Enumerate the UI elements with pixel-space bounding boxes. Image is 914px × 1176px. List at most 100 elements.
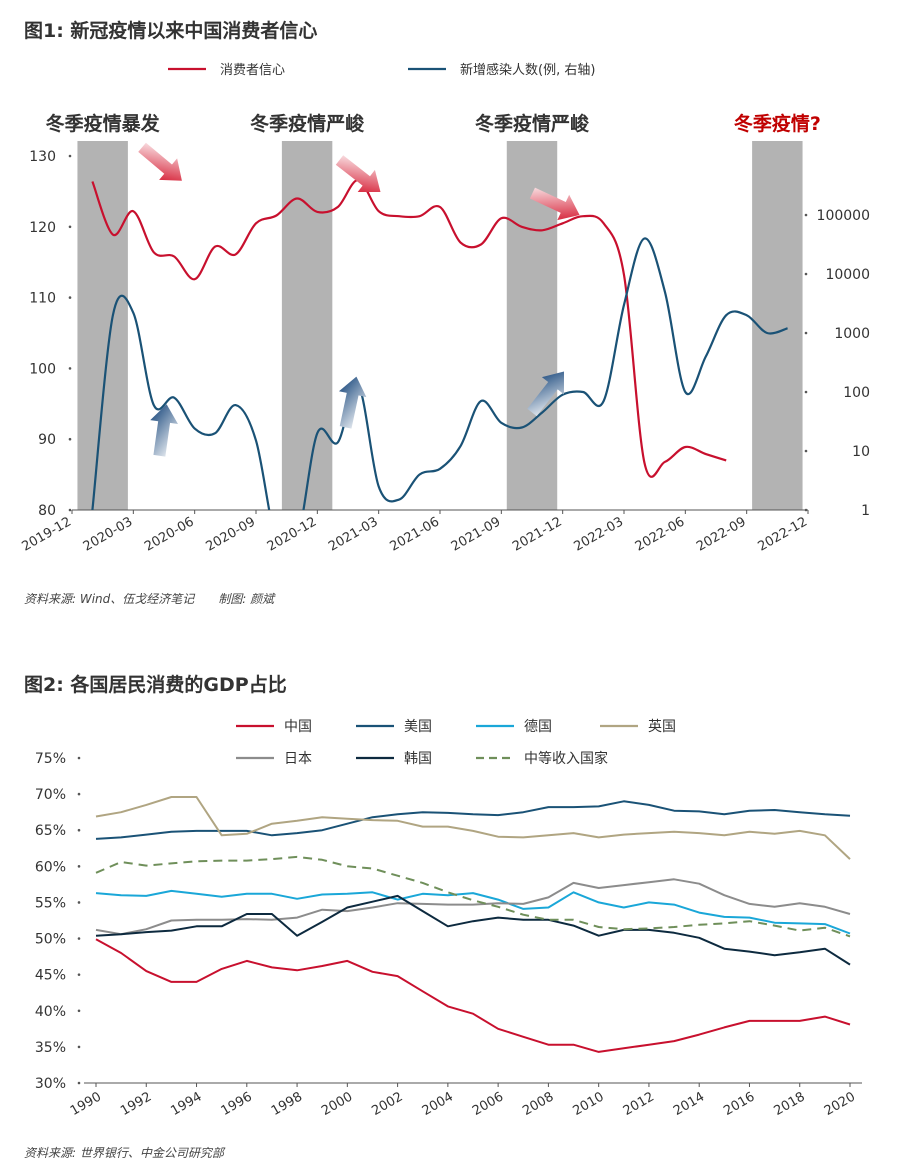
- series-line-2: [95, 800, 851, 840]
- x-tick-label: 2020-12: [265, 514, 320, 554]
- blue-arrow-2: [338, 376, 367, 429]
- legend-label-2: 美国: [404, 719, 432, 735]
- y-left-tick-dot: [68, 437, 72, 441]
- y-left-tick-label: 110: [29, 291, 56, 307]
- series-line-4: [95, 796, 851, 860]
- y-tick-dot: [77, 973, 81, 976]
- figure2-title: 图2: 各国居民消费的GDP占比: [24, 674, 287, 696]
- y-tick-dot: [77, 937, 81, 940]
- x-tick-label: 2008: [520, 1089, 556, 1119]
- y-tick-label: 30%: [35, 1076, 66, 1092]
- y-right-tick-label: 1: [861, 503, 870, 519]
- x-tick-label: 2002: [369, 1089, 405, 1119]
- x-tick-label: 2021-03: [326, 514, 381, 554]
- x-tick-label: 2022-03: [571, 514, 626, 554]
- y-right-tick-dot: [804, 213, 808, 217]
- y-tick-label: 40%: [35, 1004, 66, 1020]
- y-right-tick-label: 100000: [817, 208, 870, 224]
- x-tick-label: 1996: [219, 1089, 255, 1119]
- y-left-tick-dot: [68, 296, 72, 299]
- shaded-period-label-3: 冬季疫情严峻: [475, 112, 589, 135]
- legend-label-5: 日本: [284, 751, 312, 767]
- y-left-tick-dot: [68, 225, 72, 229]
- y-tick-dot: [77, 828, 81, 832]
- x-tick-label: 2012: [621, 1089, 657, 1119]
- y-left-tick-dot: [68, 367, 72, 370]
- x-tick-label: 2020: [822, 1089, 858, 1119]
- y-tick-dot: [77, 792, 81, 796]
- figure1-source: 资料来源: Wind、伍戈经济笔记 制图: 颜斌: [24, 592, 275, 606]
- y-tick-dot: [77, 1045, 81, 1049]
- y-left-tick-dot: [68, 508, 72, 512]
- series-line-7: [95, 855, 851, 938]
- legend-label-1: 中国: [284, 719, 312, 735]
- y-tick-dot: [77, 1081, 81, 1085]
- y-tick-dot: [77, 756, 81, 760]
- x-tick-label: 2020-03: [81, 514, 136, 554]
- legend-label-7: 中等收入国家: [524, 750, 608, 767]
- red-arrow-2: [335, 155, 381, 193]
- y-tick-label: 45%: [35, 968, 66, 984]
- y-right-tick-dot: [804, 449, 808, 453]
- y-tick-dot: [77, 901, 81, 904]
- x-tick-label: 2016: [721, 1089, 757, 1119]
- blue-arrow-1: [150, 404, 178, 457]
- y-left-tick-dot: [68, 154, 72, 158]
- y-left-tick-label: 120: [29, 220, 56, 236]
- series-line-6: [95, 894, 851, 966]
- x-tick-label: 1990: [68, 1089, 104, 1119]
- x-tick-label: 1994: [168, 1089, 204, 1119]
- series-line-5: [95, 878, 851, 936]
- chart2-consumption-gdp-share: 30% 35% 40% 45% 50% 55% 60% 65% 70% 75% 1990 1992 19…: [35, 718, 862, 1119]
- shaded-period-1: [77, 141, 128, 510]
- x-tick-label: 2021-12: [510, 514, 565, 554]
- y-right-tick-label: 1000: [834, 326, 870, 342]
- shaded-period-label-1: 冬季疫情暴发: [46, 112, 161, 135]
- series-line-1: [91, 179, 727, 478]
- figure1-title: 图1: 新冠疫情以来中国消费者信心: [24, 20, 318, 42]
- y-right-tick-label: 10: [852, 444, 870, 460]
- x-tick-label: 2010: [571, 1089, 607, 1119]
- shaded-period-label-4: 冬季疫情?: [734, 112, 821, 135]
- x-tick-label: 1992: [118, 1089, 154, 1119]
- y-tick-dot: [77, 1009, 81, 1013]
- x-tick-label: 2020-09: [203, 514, 258, 554]
- legend-label-2: 新增感染人数(例, 右轴): [460, 62, 595, 78]
- blue-arrow-3: [527, 371, 565, 417]
- series-line-3: [95, 889, 851, 935]
- x-tick-label: 2004: [420, 1089, 456, 1119]
- x-tick-label: 2021-09: [449, 514, 504, 554]
- y-right-tick-dot: [804, 331, 808, 335]
- x-tick-label: 2021-06: [387, 514, 442, 554]
- legend-label-4: 英国: [648, 718, 676, 735]
- legend-label-1: 消费者信心: [220, 63, 285, 78]
- y-left-tick-label: 80: [38, 503, 56, 519]
- red-arrow-1: [138, 142, 182, 181]
- y-right-tick-label: 10000: [825, 267, 870, 283]
- shaded-period-2: [281, 141, 333, 510]
- x-tick-label: 2019-12: [19, 514, 74, 554]
- x-tick-label: 2022-09: [694, 514, 749, 554]
- x-tick-label: 2014: [671, 1089, 707, 1119]
- series-line-2: [91, 237, 788, 510]
- y-tick-label: 35%: [35, 1040, 66, 1056]
- red-arrow-3: [529, 187, 580, 221]
- shaded-period-4: [752, 141, 803, 510]
- y-left-tick-label: 130: [29, 149, 56, 165]
- y-right-tick-dot: [804, 272, 808, 276]
- x-tick-label: 1998: [269, 1089, 305, 1119]
- x-tick-label: 2022-06: [633, 514, 688, 554]
- x-tick-label: 2022-12: [755, 514, 810, 554]
- x-tick-label: 2006: [470, 1089, 506, 1119]
- y-tick-label: 65%: [35, 823, 66, 839]
- legend-label-6: 韩国: [404, 751, 432, 767]
- shaded-period-label-2: 冬季疫情严峻: [250, 112, 364, 135]
- y-left-tick-label: 100: [29, 361, 56, 377]
- chart1-consumer-confidence: 冬季疫情暴发 冬季疫情严峻 冬季疫情严峻 冬季疫情?80901001101201301…: [19, 62, 870, 555]
- y-tick-dot: [77, 865, 81, 868]
- y-left-tick-label: 90: [38, 432, 56, 448]
- x-tick-label: 2000: [319, 1089, 355, 1119]
- x-tick-label: 2018: [772, 1089, 808, 1119]
- y-tick-label: 75%: [35, 751, 66, 767]
- series-line-1: [95, 938, 851, 1053]
